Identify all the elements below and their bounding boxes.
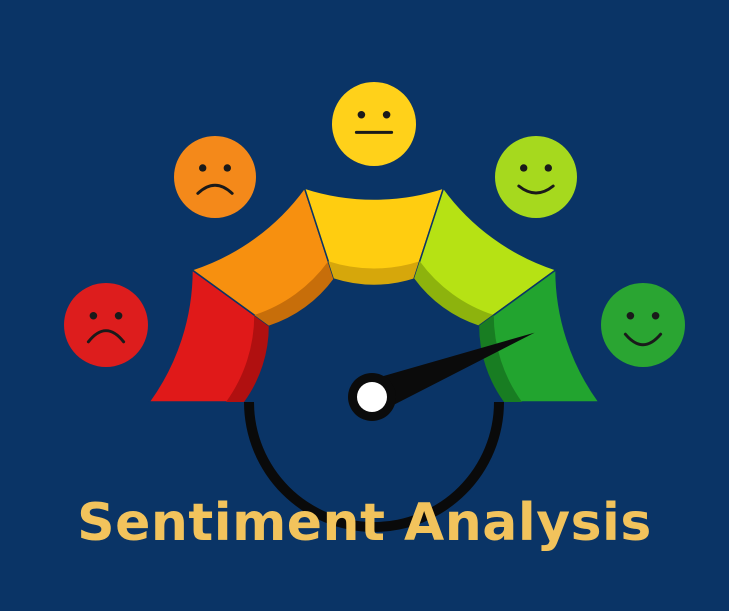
gauge-segment-neutral xyxy=(303,186,445,286)
sentiment-faces xyxy=(64,82,685,367)
gauge-needle xyxy=(348,332,535,421)
page-title: Sentiment Analysis xyxy=(77,493,652,553)
needle-hub xyxy=(357,382,387,412)
very-sad-face-icon xyxy=(64,283,148,367)
needle-pointer xyxy=(365,332,535,413)
very-happy-face-icon xyxy=(601,283,685,367)
sad-face-icon xyxy=(174,136,256,218)
gauge-segments xyxy=(147,186,601,403)
neutral-face-icon xyxy=(332,82,416,166)
happy-face-icon xyxy=(495,136,577,218)
